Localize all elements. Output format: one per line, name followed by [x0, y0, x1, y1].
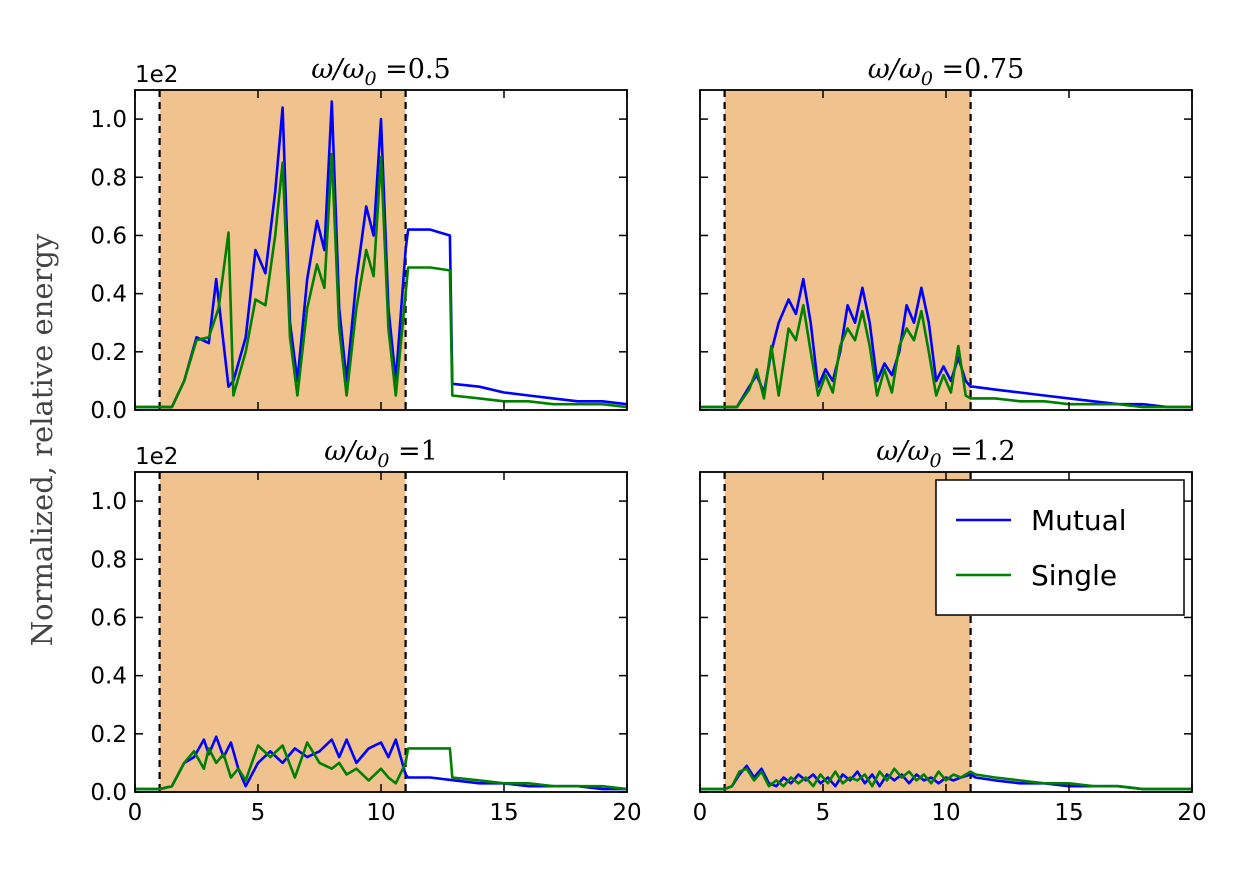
legend-label-mutual: Mutual — [1031, 504, 1127, 537]
panel-title-value: =1 — [389, 436, 437, 467]
legend-label-single: Single — [1031, 559, 1117, 592]
panel-2: ω/ω0 =0.75 — [699, 54, 1193, 411]
legend-box — [935, 479, 1185, 616]
panel-title-variable: ω/ω — [876, 436, 929, 467]
y-tick-label: 0.6 — [90, 223, 127, 249]
x-tick-label: 0 — [128, 800, 143, 826]
panel-title-value: =0.5 — [377, 54, 451, 85]
x-tick-label: 15 — [489, 800, 518, 826]
legend: Mutual Single — [935, 479, 1185, 616]
x-tick-label: 10 — [931, 800, 960, 826]
panel-title-subscript: 0 — [364, 68, 376, 90]
panel-title-variable: ω/ω — [311, 54, 364, 85]
y-tick-label: 0.0 — [90, 398, 127, 424]
y-tick-label: 0.8 — [90, 547, 127, 573]
series-line-single — [700, 767, 1192, 791]
series-line-mutual — [135, 100, 627, 409]
series-line-single — [135, 152, 627, 409]
panel-title: ω/ω0 =1 — [324, 436, 438, 472]
y-multiplier-label: 1e2 — [135, 62, 178, 88]
panel-title-subscript: 0 — [929, 450, 941, 472]
panel-title: ω/ω0 =1.2 — [876, 436, 1015, 472]
y-tick-label: 0.8 — [90, 165, 127, 191]
shaded-region — [159, 472, 406, 792]
x-tick-label: 15 — [1054, 800, 1083, 826]
panel-title-subscript: 0 — [377, 450, 389, 472]
y-tick-label: 0.2 — [90, 340, 127, 366]
panel-title-variable: ω/ω — [324, 436, 377, 467]
x-tick-label: 5 — [816, 800, 831, 826]
y-multiplier-label: 1e2 — [135, 444, 178, 470]
panel-title: ω/ω0 =0.75 — [868, 54, 1025, 90]
x-tick-label: 10 — [366, 800, 395, 826]
y-tick-label: 0.4 — [90, 282, 127, 308]
panel-title-value: =0.75 — [933, 54, 1024, 85]
x-tick-label: 20 — [612, 800, 641, 826]
panel-title-variable: ω/ω — [868, 54, 921, 85]
x-tick-label: 5 — [251, 800, 266, 826]
y-axis-label: Normalized, relative energy — [25, 233, 59, 646]
y-tick-label: 0.6 — [90, 605, 127, 631]
y-tick-label: 0.4 — [90, 664, 127, 690]
series-line-mutual — [700, 277, 1192, 409]
x-tick-label: 0 — [693, 800, 708, 826]
y-tick-label: 0.2 — [90, 722, 127, 748]
panel-title-value: =1.2 — [942, 436, 1016, 467]
panel-1: 0.0 0.2 0.4 0.6 0.8 1.0 1e2 ω/ω0 =0.5 — [90, 54, 628, 424]
panel-title: ω/ω0 =0.5 — [311, 54, 450, 90]
series-line-single — [135, 741, 627, 791]
y-tick-label: 1.0 — [90, 107, 127, 133]
shaded-region — [724, 472, 971, 792]
panel-title-subscript: 0 — [921, 68, 933, 90]
x-tick-label: 20 — [1177, 800, 1206, 826]
y-tick-label: 1.0 — [90, 489, 127, 515]
y-tick-label: 0.0 — [90, 780, 127, 806]
series-line-single — [700, 303, 1192, 409]
series-line-mutual — [135, 735, 627, 791]
